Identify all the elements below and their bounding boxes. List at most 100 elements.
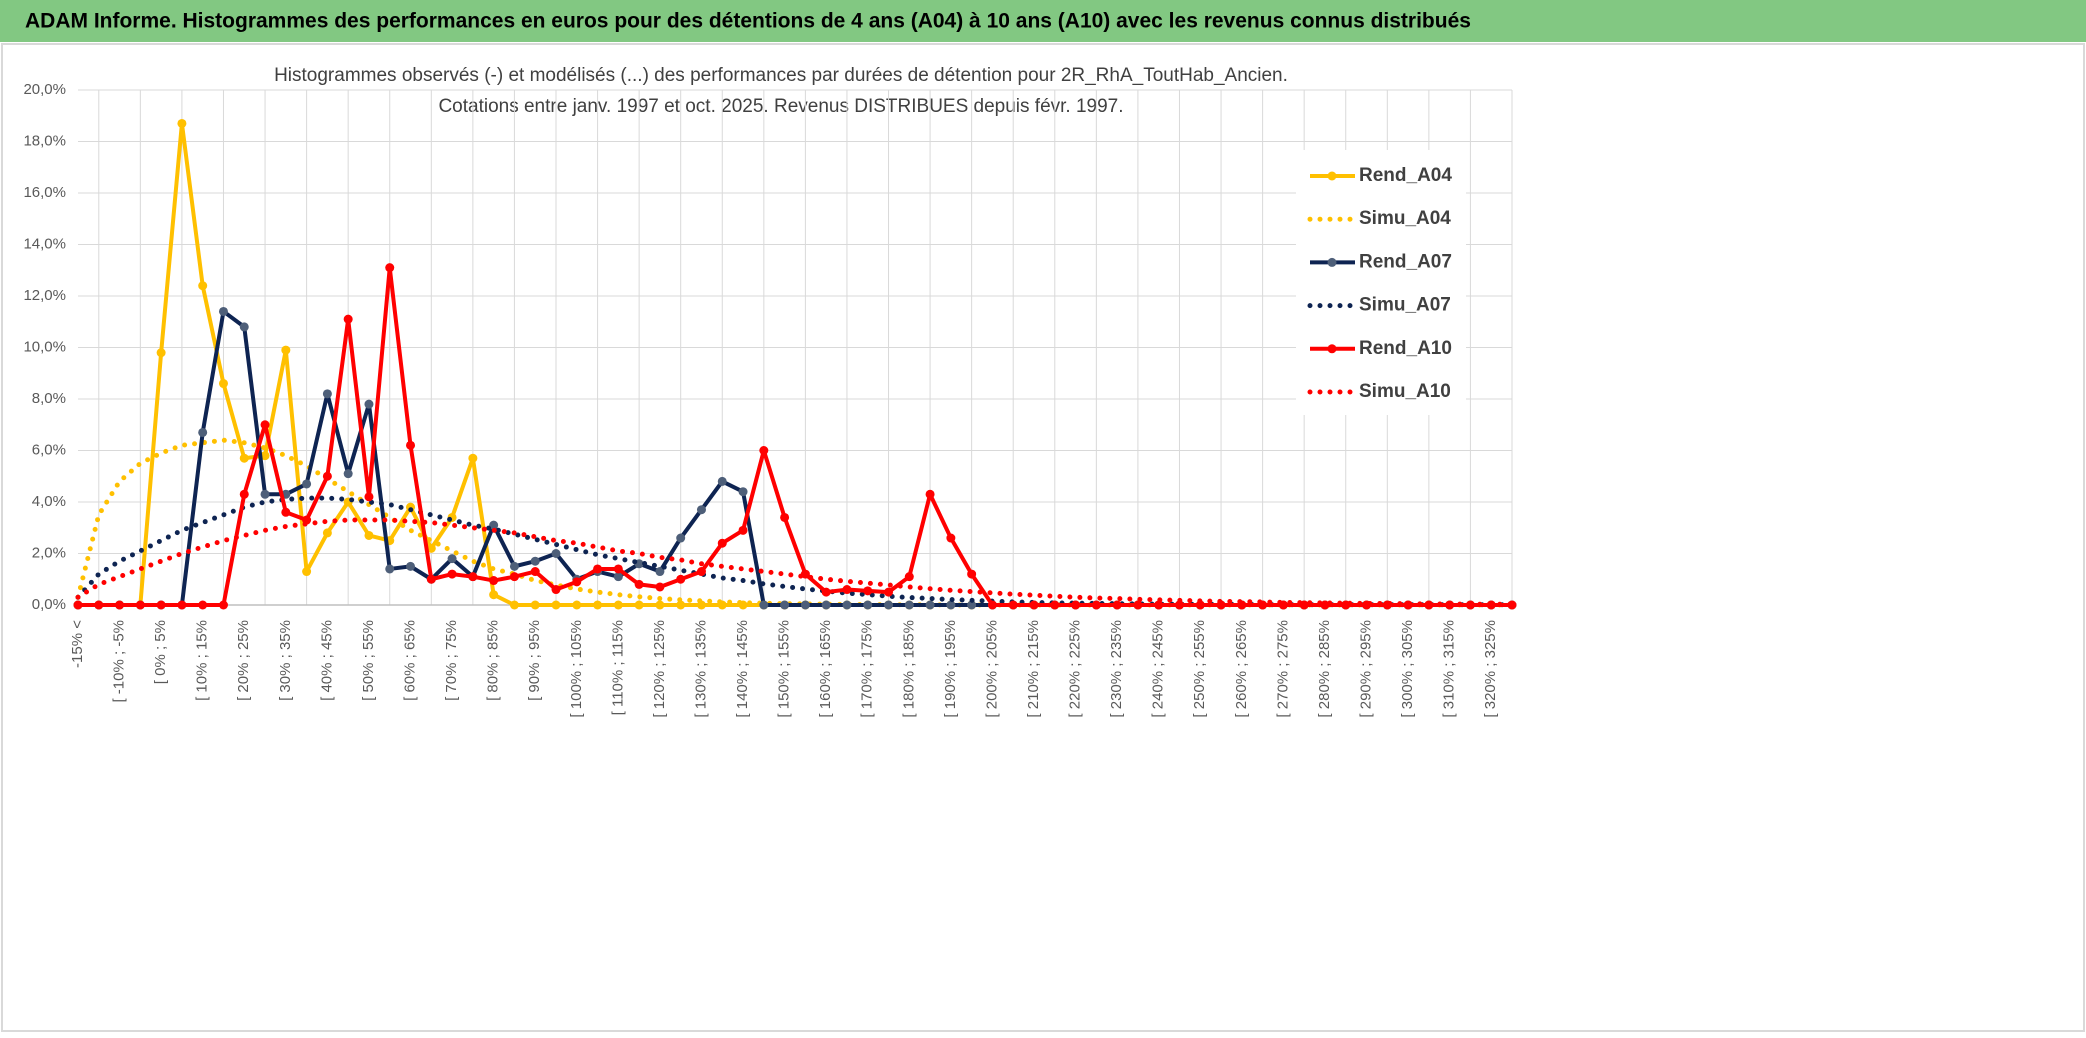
- point: [572, 577, 582, 587]
- point: [177, 600, 187, 610]
- point: [551, 600, 561, 610]
- x-tick-label: [ 60% ; 65%: [401, 620, 418, 701]
- x-tick-label: [ 40% ; 45%: [318, 620, 335, 701]
- x-tick-label: [ 240% ; 245%: [1150, 620, 1167, 718]
- point: [426, 574, 436, 584]
- point: [198, 281, 208, 291]
- point: [1071, 600, 1081, 610]
- legend-marker: [1327, 171, 1337, 181]
- point: [406, 440, 416, 450]
- point: [322, 389, 332, 399]
- point: [198, 427, 208, 437]
- point: [1029, 600, 1039, 610]
- point: [821, 587, 831, 597]
- x-tick-label: [ 180% ; 185%: [900, 620, 917, 718]
- point: [800, 600, 810, 610]
- legend-marker: [1327, 257, 1337, 267]
- legend-label: Rend_A04: [1359, 165, 1452, 186]
- point: [1174, 600, 1184, 610]
- y-tick-label: 20,0%: [23, 81, 66, 98]
- point: [842, 600, 852, 610]
- y-tick-label: 8,0%: [32, 390, 66, 407]
- x-tick-label: [ 310% ; 315%: [1441, 620, 1458, 718]
- x-tick-label: [ 260% ; 265%: [1233, 620, 1250, 718]
- point: [987, 600, 997, 610]
- point: [572, 600, 582, 610]
- chart-frame: [1, 43, 2085, 1032]
- point: [863, 586, 873, 596]
- point: [1133, 600, 1143, 610]
- point: [696, 567, 706, 577]
- legend-box: [1296, 150, 1466, 415]
- header-title: ADAM Informe. Histogrammes des performan…: [25, 10, 1471, 33]
- point: [593, 564, 603, 574]
- point: [530, 556, 540, 566]
- x-tick-label: [ 320% ; 325%: [1482, 620, 1499, 718]
- point: [343, 314, 353, 324]
- point: [509, 572, 519, 582]
- x-tick-label: [ 230% ; 235%: [1108, 620, 1125, 718]
- point: [613, 564, 623, 574]
- legend-label: Rend_A07: [1359, 251, 1452, 272]
- x-tick-label: [ 290% ; 295%: [1357, 620, 1374, 718]
- point: [260, 489, 270, 499]
- series-line: [75, 517, 1515, 607]
- point: [551, 585, 561, 595]
- point: [260, 420, 270, 430]
- x-tick-label: [ 190% ; 195%: [942, 620, 959, 718]
- x-tick-label: [ 10% ; 15%: [194, 620, 211, 701]
- x-tick-label: [ 140% ; 145%: [734, 620, 751, 718]
- x-tick-label: [ 110% ; 115%: [609, 620, 626, 715]
- point: [780, 600, 790, 610]
- point: [322, 471, 332, 481]
- point: [1091, 600, 1101, 610]
- point: [468, 572, 478, 582]
- header-bar: [0, 0, 2086, 42]
- point: [717, 538, 727, 548]
- x-tick-label: [ 250% ; 255%: [1191, 620, 1208, 718]
- y-tick-label: 18,0%: [23, 132, 66, 149]
- point: [738, 525, 748, 535]
- point: [655, 582, 665, 592]
- x-tick-label: [ 150% ; 155%: [776, 620, 793, 718]
- x-tick-label: -15% <: [69, 620, 86, 668]
- point: [218, 600, 228, 610]
- point: [73, 600, 83, 610]
- point: [1008, 600, 1018, 610]
- point: [676, 600, 686, 610]
- x-tick-label: [ 300% ; 305%: [1399, 620, 1416, 718]
- y-tick-label: 2,0%: [32, 544, 66, 561]
- point: [904, 600, 914, 610]
- point: [759, 600, 769, 610]
- point: [1050, 600, 1060, 610]
- x-tick-label: [ 80% ; 85%: [485, 620, 502, 701]
- point: [385, 564, 395, 574]
- point: [738, 487, 748, 497]
- point: [946, 533, 956, 543]
- legend-label: Simu_A07: [1359, 295, 1451, 316]
- point: [1320, 600, 1330, 610]
- x-tick-label: [ 50% ; 55%: [360, 620, 377, 701]
- point: [343, 469, 353, 479]
- point: [302, 479, 312, 489]
- x-tick-label: [ 200% ; 205%: [983, 620, 1000, 718]
- y-tick-label: 12,0%: [23, 287, 66, 304]
- point: [904, 572, 914, 582]
- point: [447, 569, 457, 579]
- x-tick-label: [ 220% ; 225%: [1067, 620, 1084, 718]
- point: [322, 528, 332, 538]
- point: [863, 600, 873, 610]
- point: [302, 567, 312, 577]
- point: [655, 567, 665, 577]
- point: [239, 453, 249, 463]
- legend-label: Simu_A04: [1359, 208, 1451, 229]
- point: [967, 600, 977, 610]
- point: [468, 453, 478, 463]
- x-tick-label: [ 90% ; 95%: [526, 620, 543, 701]
- point: [94, 600, 104, 610]
- x-tick-label: [ 0% ; 5%: [152, 620, 169, 684]
- point: [509, 600, 519, 610]
- x-tick-label: [ 270% ; 275%: [1274, 620, 1291, 718]
